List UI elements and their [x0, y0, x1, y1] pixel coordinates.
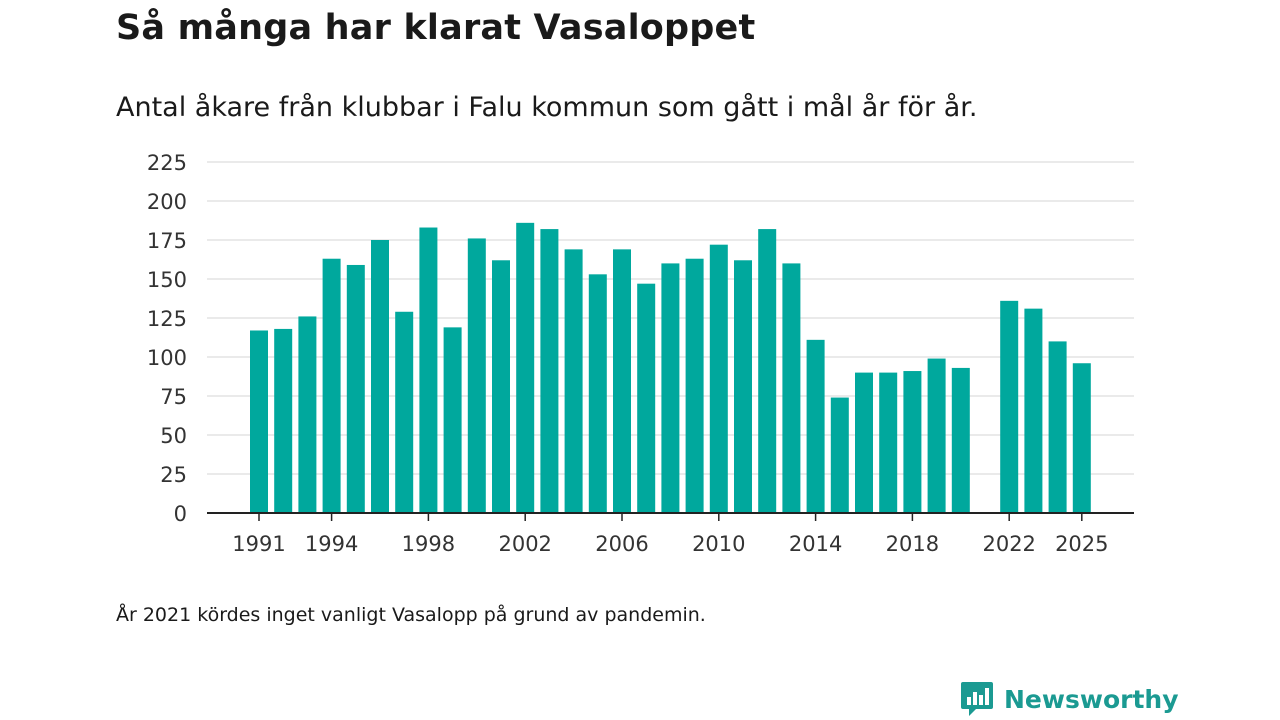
- chart-title: Så många har klarat Vasaloppet: [116, 8, 756, 48]
- axes: 0 25 50 75 100 125 150 175 200 225 1991 1994 1998 200…: [147, 151, 1134, 556]
- x-tick-label: 2010: [692, 532, 745, 556]
- bar-2001[interactable]: [492, 260, 510, 513]
- bar-2005[interactable]: [588, 274, 607, 513]
- y-tick-label: 0: [174, 502, 187, 526]
- bar-2020[interactable]: [951, 367, 970, 513]
- bar-2002[interactable]: [516, 222, 535, 513]
- y-tick-label: 100: [147, 346, 187, 370]
- x-tick-label: 2018: [886, 532, 939, 556]
- bar-2010[interactable]: [709, 244, 728, 513]
- bar-2016[interactable]: [855, 372, 873, 513]
- bar-2017[interactable]: [879, 372, 898, 513]
- bar-1999[interactable]: [443, 327, 462, 513]
- bar-2003[interactable]: [540, 229, 559, 513]
- y-tick-label: 25: [160, 463, 187, 487]
- bar-2007[interactable]: [637, 283, 656, 513]
- bar-1996[interactable]: [371, 240, 389, 513]
- x-tick-label: 2022: [982, 532, 1035, 556]
- y-tick-label: 175: [147, 229, 187, 253]
- y-tick-label: 125: [147, 307, 187, 331]
- chart-subtitle: Antal åkare från klubbar i Falu kommun s…: [116, 92, 978, 123]
- x-tick-label: 2002: [498, 532, 551, 556]
- bar-2025[interactable]: [1072, 363, 1091, 513]
- brand-name: Newsworthy: [1004, 684, 1179, 714]
- x-tick-label: 2006: [595, 532, 648, 556]
- bar-2023[interactable]: [1024, 308, 1043, 513]
- bar-2022[interactable]: [1000, 300, 1019, 513]
- footnote: År 2021 kördes inget vanligt Vasalopp på…: [116, 604, 706, 626]
- y-tick-label: 150: [147, 268, 187, 292]
- x-tick-label: 2014: [789, 532, 842, 556]
- bar-2006[interactable]: [613, 249, 631, 514]
- bar-1992[interactable]: [274, 328, 293, 513]
- bar-2011[interactable]: [734, 260, 752, 513]
- bar-1997[interactable]: [395, 311, 414, 513]
- x-tick-label: 2025: [1055, 532, 1108, 556]
- newsworthy-logo-icon: [961, 682, 993, 716]
- bar-2008[interactable]: [661, 263, 680, 513]
- x-tick-label: 1994: [305, 532, 358, 556]
- bar-2012[interactable]: [758, 229, 777, 513]
- bar-2009[interactable]: [685, 258, 704, 513]
- bar-2013[interactable]: [782, 263, 801, 513]
- bar-1994[interactable]: [322, 258, 341, 513]
- bars: [250, 222, 1091, 514]
- bar-2014[interactable]: [806, 339, 825, 513]
- bar-2018[interactable]: [903, 371, 922, 513]
- bar-1991[interactable]: [250, 330, 268, 513]
- bar-2004[interactable]: [564, 249, 583, 514]
- bar-2024[interactable]: [1048, 341, 1067, 513]
- bar-1993[interactable]: [298, 316, 317, 513]
- x-tick-label: 1998: [402, 532, 455, 556]
- bar-2015[interactable]: [830, 397, 849, 513]
- y-tick-label: 225: [147, 151, 187, 175]
- bar-1998[interactable]: [419, 227, 438, 513]
- bar-2000[interactable]: [467, 238, 486, 513]
- bar-2019[interactable]: [927, 358, 946, 513]
- y-tick-label: 75: [160, 385, 187, 409]
- x-tick-label: 1991: [232, 532, 285, 556]
- y-tick-label: 200: [147, 190, 187, 214]
- bar-chart: 0 25 50 75 100 125 150 175 200 225 1991 1994 1998 200…: [147, 151, 1134, 556]
- newsworthy-brand[interactable]: Newsworthy: [960, 680, 1179, 718]
- y-tick-label: 50: [160, 424, 187, 448]
- bar-1995[interactable]: [346, 264, 365, 513]
